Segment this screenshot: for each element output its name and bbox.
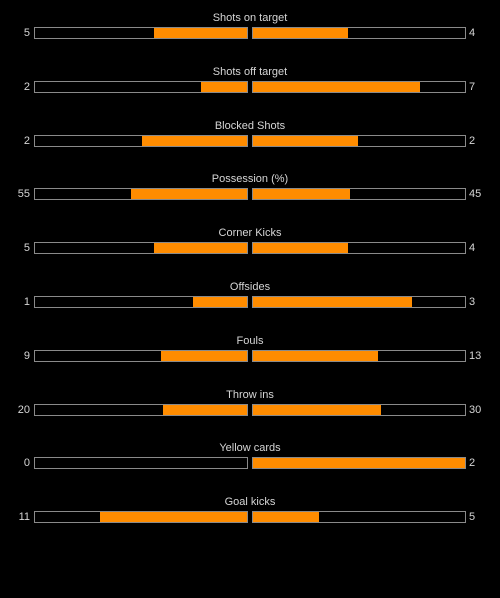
away-value: 4 (469, 242, 476, 255)
stat-label: Shots off target (212, 65, 288, 78)
home-bar (34, 403, 248, 416)
stat-row: Possession (%) 55 45 (0, 172, 500, 226)
home-value: 5 (23, 27, 30, 39)
home-value: 5 (23, 242, 30, 255)
home-bar (34, 457, 248, 470)
away-bar-fill (253, 458, 465, 469)
stat-row: Goal kicks 11 5 (0, 495, 500, 549)
home-value: 2 (23, 80, 30, 93)
stat-row: Throw ins 20 30 (0, 388, 500, 442)
away-bar-fill (253, 296, 412, 307)
home-bar-fill (141, 135, 247, 146)
stat-row: Yellow cards 0 2 (0, 441, 500, 495)
home-bar (34, 242, 248, 255)
away-bar (252, 80, 466, 93)
stat-label: Throw ins (226, 388, 274, 401)
match-stats-list: Shots on target 5 4 Shots off target 2 7 Block… (0, 11, 500, 549)
home-value: 20 (17, 403, 30, 416)
stat-label: Shots on target (212, 12, 288, 24)
away-value: 7 (469, 80, 476, 93)
away-bar (252, 349, 466, 362)
away-bar-fill (253, 404, 381, 415)
stat-label: Offsides (229, 280, 271, 293)
away-bar (252, 188, 466, 201)
stat-label: Fouls (236, 334, 264, 347)
away-bar-fill (253, 350, 379, 361)
away-value: 45 (469, 188, 482, 201)
home-bar (34, 188, 248, 201)
away-value: 30 (469, 403, 482, 416)
away-value: 2 (469, 134, 476, 147)
away-bar (252, 242, 466, 255)
home-value: 2 (23, 134, 30, 147)
stat-label: Possession (%) (211, 173, 289, 186)
stat-row: Shots off target 2 7 (0, 65, 500, 119)
away-bar-fill (253, 512, 320, 523)
away-value: 5 (469, 511, 476, 524)
home-bar-fill (153, 28, 247, 38)
away-value: 4 (469, 27, 476, 39)
away-bar-fill (253, 28, 348, 38)
stat-row: Blocked Shots 2 2 (0, 119, 500, 173)
stat-row: Offsides 1 3 (0, 280, 500, 334)
home-bar-fill (162, 404, 247, 415)
home-bar-fill (193, 296, 247, 307)
away-bar-fill (253, 135, 359, 146)
home-bar (34, 134, 248, 147)
home-bar-fill (100, 512, 247, 523)
home-value: 11 (18, 511, 30, 524)
stat-label: Goal kicks (224, 496, 276, 509)
away-bar (252, 403, 466, 416)
home-bar (34, 80, 248, 93)
stat-label: Blocked Shots (214, 119, 286, 132)
away-value: 3 (469, 295, 476, 308)
away-bar (252, 511, 466, 524)
home-bar (34, 349, 248, 362)
stat-row: Shots on target 5 4 (0, 11, 500, 65)
away-value: 13 (469, 349, 482, 362)
away-bar (252, 295, 466, 308)
home-bar (34, 27, 248, 39)
stat-label: Yellow cards (219, 442, 281, 455)
home-value: 55 (17, 188, 30, 201)
away-bar-fill (253, 81, 420, 92)
home-bar-fill (160, 350, 247, 361)
home-bar (34, 511, 248, 524)
away-bar (252, 27, 466, 39)
home-value: 1 (23, 295, 30, 308)
stat-label: Corner Kicks (218, 227, 282, 240)
away-value: 2 (469, 457, 476, 470)
home-bar-fill (153, 243, 247, 254)
away-bar (252, 134, 466, 147)
away-bar (252, 457, 466, 470)
home-bar-fill (131, 189, 247, 200)
stat-row: Fouls 9 13 (0, 334, 500, 388)
away-bar-fill (253, 189, 350, 200)
home-value: 0 (23, 457, 30, 470)
stat-row: Corner Kicks 5 4 (0, 226, 500, 280)
home-value: 9 (23, 349, 30, 362)
home-bar (34, 295, 248, 308)
away-bar-fill (253, 243, 348, 254)
home-bar-fill (200, 81, 247, 92)
